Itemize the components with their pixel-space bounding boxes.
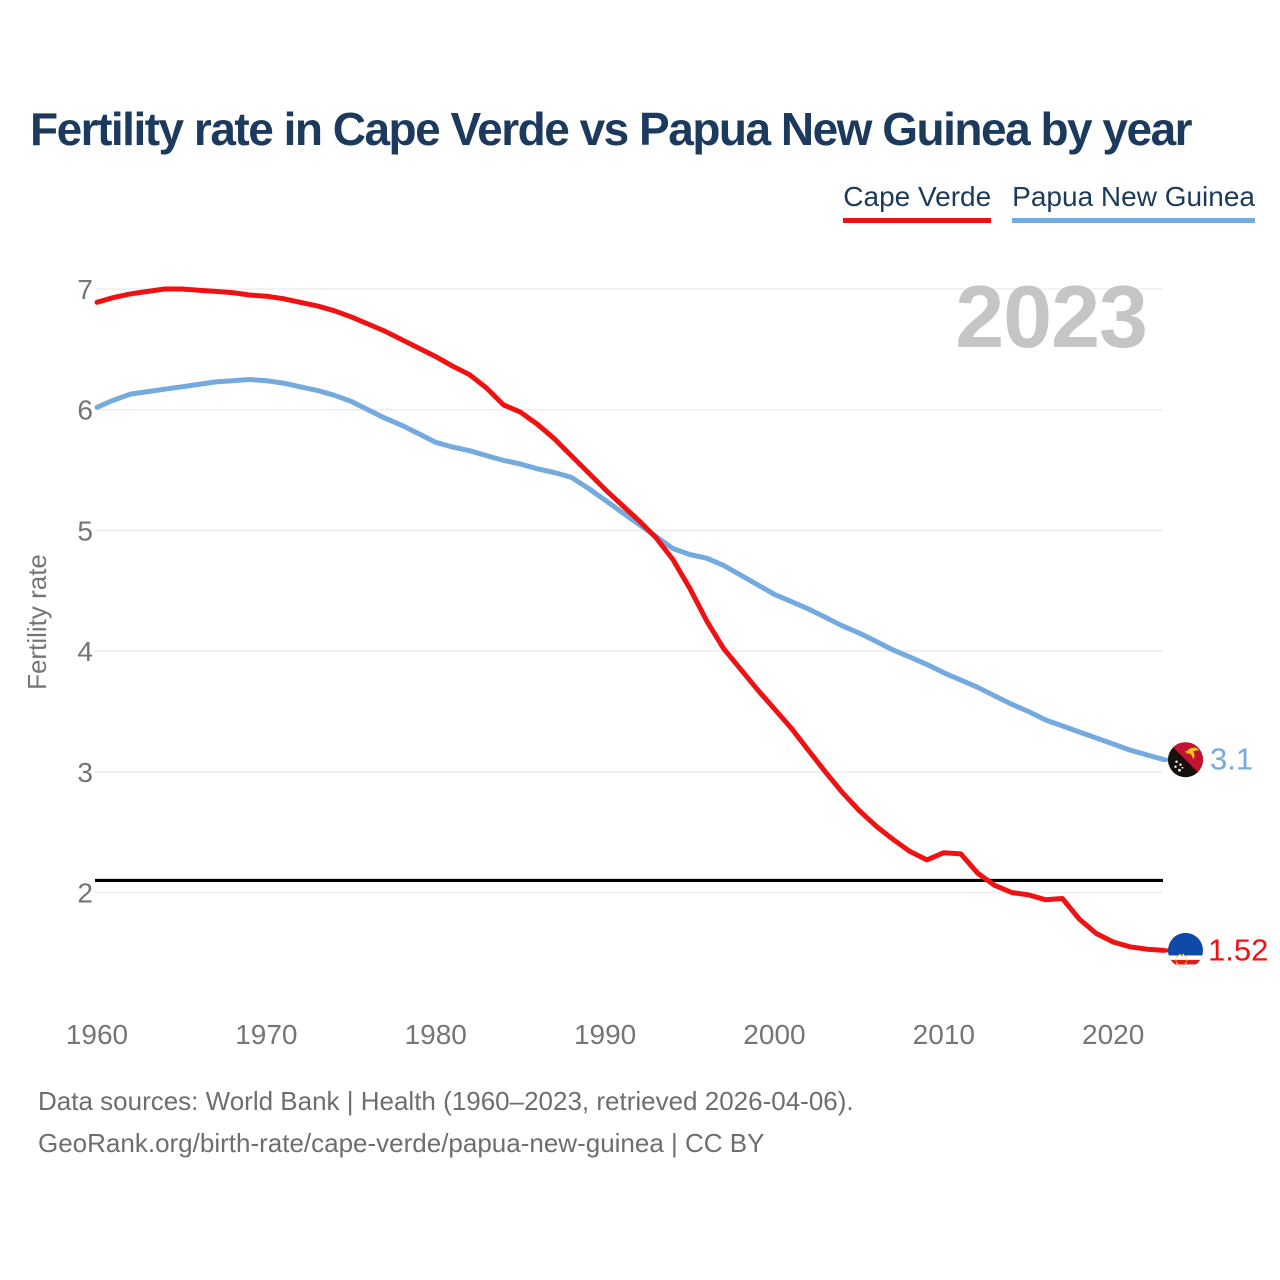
x-tick-label: 1990 [574, 1019, 636, 1050]
legend-item-cape-verde-label: Cape Verde [843, 181, 992, 212]
y-tick-label: 2 [77, 878, 93, 909]
y-axis-title: Fertility rate [22, 554, 52, 690]
legend: Cape Verde Papua New Guinea [843, 181, 1255, 223]
page-title: Fertility rate in Cape Verde vs Papua Ne… [30, 103, 1193, 155]
y-tick-label: 6 [77, 395, 93, 426]
x-tick-label: 1970 [235, 1019, 297, 1050]
x-tick-label: 2020 [1082, 1019, 1144, 1050]
y-tick-label: 7 [77, 274, 93, 305]
y-tick-label: 4 [77, 636, 93, 667]
png-end-value-label: 3.1 [1210, 742, 1253, 777]
x-tick-label: 1960 [66, 1019, 128, 1050]
cape-verde-flag-icon [1168, 932, 1203, 968]
legend-item-cape-verde[interactable]: Cape Verde [843, 181, 992, 223]
year-watermark: 2023 [955, 267, 1148, 366]
y-tick-label: 5 [77, 515, 93, 546]
papua-new-guinea-line [94, 377, 1167, 763]
x-tick-label: 2000 [743, 1019, 805, 1050]
cape-verde-end-value-label: 1.52 [1208, 932, 1268, 967]
footer-attribution: GeoRank.org/birth-rate/cape-verde/papua-… [38, 1128, 765, 1158]
x-tick-label: 2010 [913, 1019, 975, 1050]
footer-data-sources: Data sources: World Bank | Health (1960–… [38, 1086, 854, 1116]
x-tick-label: 1980 [405, 1019, 467, 1050]
cape-verde-line [94, 286, 1167, 953]
legend-item-papua-new-guinea-label: Papua New Guinea [1012, 181, 1255, 212]
footer: Data sources: World Bank | Health (1960–… [38, 1080, 854, 1164]
legend-item-papua-new-guinea[interactable]: Papua New Guinea [1012, 181, 1255, 223]
papua-new-guinea-flag-icon [1168, 742, 1203, 778]
y-tick-label: 3 [77, 757, 93, 788]
